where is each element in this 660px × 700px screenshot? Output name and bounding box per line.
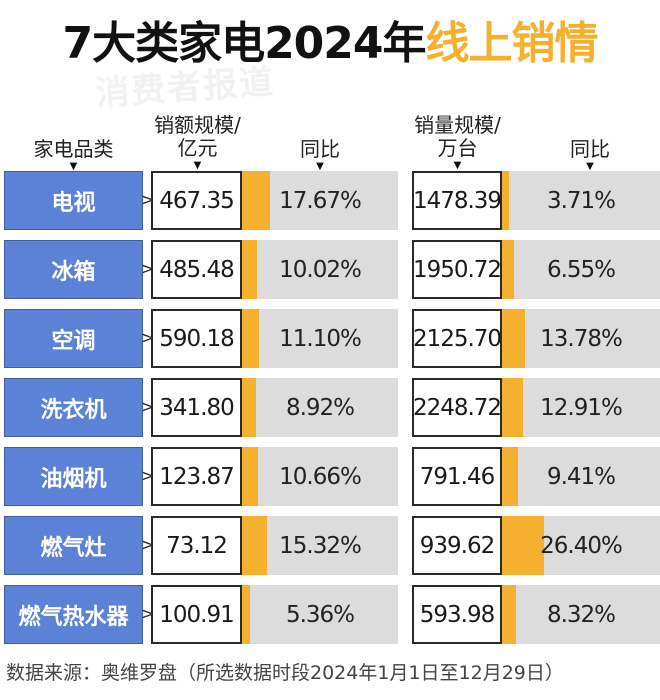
table-row: 冰箱 > 485.48 10.02% 1950.72 6.55% (0, 240, 660, 299)
volume-value: 791.46 (412, 447, 502, 506)
volume-yoy-value: 9.41% (546, 463, 616, 490)
amount-value: 590.18 (151, 309, 242, 368)
amount-yoy-value: 5.36% (285, 601, 355, 628)
amount-value: 73.12 (151, 516, 242, 575)
volume-value: 939.62 (412, 516, 502, 575)
volume-value: 593.98 (412, 585, 502, 644)
volume-yoy-bar (502, 447, 518, 506)
volume-yoy-bar (502, 240, 514, 299)
table-row: 燃气灶 > 73.12 15.32% 939.62 26.40% (0, 516, 660, 575)
amount-yoy-track (242, 309, 398, 368)
title-main: 7大类家电2024年 (62, 18, 426, 69)
table-row: 洗衣机 > 341.80 8.92% 2248.72 12.91% (0, 378, 660, 437)
volume-yoy-value: 3.71% (546, 187, 616, 214)
volume-yoy-bar (502, 309, 525, 368)
amount-yoy-bar (242, 309, 259, 368)
volume-yoy-track (502, 240, 660, 299)
arrow-down-icon: ▼ (586, 161, 594, 172)
amount-yoy-value: 10.66% (279, 463, 362, 490)
amount-yoy-bar (242, 516, 267, 575)
category-label: 空调 (4, 309, 143, 368)
category-label: 洗衣机 (4, 378, 143, 437)
amount-yoy-value: 10.02% (279, 256, 362, 283)
amount-yoy-value: 11.10% (279, 325, 362, 352)
header-sales-volume-yoy: 同比 ▼ (540, 138, 640, 172)
amount-yoy-bar (242, 171, 270, 230)
arrow-down-icon: ▼ (193, 160, 202, 171)
amount-yoy-value: 15.32% (279, 532, 362, 559)
category-label: 电视 (4, 171, 143, 230)
amount-value: 467.35 (151, 171, 242, 230)
amount-value: 100.91 (151, 585, 242, 644)
category-label: 燃气灶 (4, 516, 143, 575)
volume-yoy-track (502, 447, 660, 506)
volume-yoy-value: 6.55% (546, 256, 616, 283)
table-row: 燃气热水器 > 100.91 5.36% 593.98 8.32% (0, 585, 660, 644)
volume-yoy-bar (502, 378, 523, 437)
volume-value: 2248.72 (412, 378, 502, 437)
header-sales-amount-yoy: 同比 ▼ (270, 138, 370, 172)
arrow-down-icon: ▼ (69, 161, 78, 172)
amount-yoy-track (242, 447, 398, 506)
amount-yoy-bar (242, 240, 257, 299)
category-label: 冰箱 (4, 240, 143, 299)
volume-yoy-track (502, 171, 660, 230)
amount-yoy-track (242, 516, 398, 575)
volume-yoy-bar (502, 585, 516, 644)
table-row: 电视 > 467.35 17.67% 1478.39 3.71% (0, 171, 660, 230)
volume-yoy-track (502, 378, 660, 437)
category-label: 燃气热水器 (4, 585, 143, 644)
volume-yoy-value: 12.91% (540, 394, 623, 421)
amount-yoy-track (242, 585, 398, 644)
chart-title: 7大类家电2024年线上销情 (0, 14, 660, 74)
volume-yoy-track (502, 585, 660, 644)
amount-value: 485.48 (151, 240, 242, 299)
volume-value: 2125.70 (412, 309, 502, 368)
amount-yoy-value: 8.92% (285, 394, 355, 421)
volume-yoy-bar (502, 171, 509, 230)
amount-yoy-track (242, 240, 398, 299)
header-sales-volume: 销量规模/ 万台 ▼ (400, 114, 515, 171)
amount-value: 341.80 (151, 378, 242, 437)
amount-yoy-track (242, 378, 398, 437)
amount-value: 123.87 (151, 447, 242, 506)
arrow-down-icon: ▼ (316, 161, 324, 172)
volume-value: 1950.72 (412, 240, 502, 299)
data-source-note: 数据来源：奥维罗盘（所选数据时段2024年1月1日至12月29日） (6, 662, 564, 684)
amount-yoy-value: 17.67% (279, 187, 362, 214)
arrow-down-icon: ▼ (453, 160, 462, 171)
title-highlight: 线上销情 (425, 18, 599, 69)
volume-yoy-bar (502, 516, 544, 575)
category-label: 油烟机 (4, 447, 143, 506)
volume-yoy-value: 13.78% (540, 325, 623, 352)
header-sales-amount: 销额规模/ 亿元 ▼ (140, 114, 255, 171)
amount-yoy-bar (242, 378, 256, 437)
volume-yoy-track (502, 309, 660, 368)
amount-yoy-bar (242, 585, 250, 644)
volume-yoy-value: 26.40% (540, 532, 623, 559)
volume-value: 1478.39 (412, 171, 502, 230)
amount-yoy-bar (242, 447, 258, 506)
table-row: 油烟机 > 123.87 10.66% 791.46 9.41% (0, 447, 660, 506)
table-row: 空调 > 590.18 11.10% 2125.70 13.78% (0, 309, 660, 368)
header-category: 家电品类 ▼ (4, 138, 143, 172)
volume-yoy-value: 8.32% (546, 601, 616, 628)
